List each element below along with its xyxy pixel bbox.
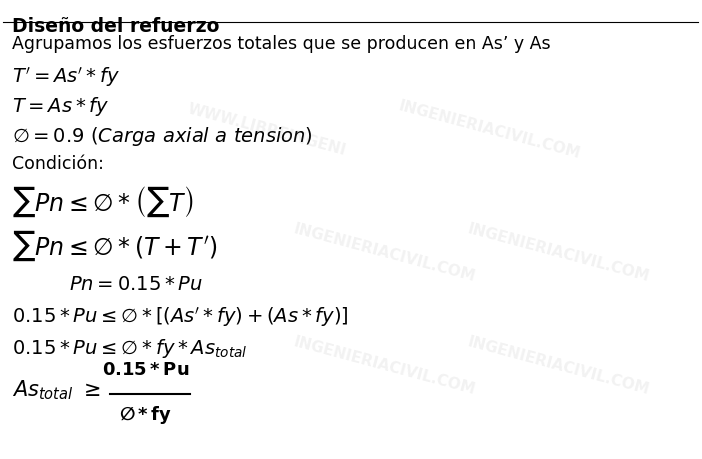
Text: WWW.LIBREINGENI: WWW.LIBREINGENI: [186, 101, 347, 158]
Text: INGENIERIACIVIL.COM: INGENIERIACIVIL.COM: [466, 221, 651, 284]
Text: $T = As * fy$: $T = As * fy$: [12, 95, 109, 118]
Text: $As_{total}\ \geq$: $As_{total}\ \geq$: [12, 377, 100, 401]
Text: INGENIERIACIVIL.COM: INGENIERIACIVIL.COM: [397, 98, 582, 161]
Text: Agrupamos los esfuerzos totales que se producen en As’ y As: Agrupamos los esfuerzos totales que se p…: [12, 35, 550, 53]
Text: INGENIERIACIVIL.COM: INGENIERIACIVIL.COM: [292, 221, 477, 284]
Text: $Pn = 0.15 * Pu$: $Pn = 0.15 * Pu$: [69, 274, 203, 293]
Text: $0.15 * Pu \leq \emptyset * [(As^{\prime} * fy) + (As * fy)]$: $0.15 * Pu \leq \emptyset * [(As^{\prime…: [12, 304, 348, 328]
Text: INGENIERIACIVIL.COM: INGENIERIACIVIL.COM: [466, 334, 651, 397]
Text: Diseño del refuerzo: Diseño del refuerzo: [12, 17, 219, 36]
Text: $\emptyset = 0.9\ (Carga\ axial\ a\ tension)$: $\emptyset = 0.9\ (Carga\ axial\ a\ tens…: [12, 124, 312, 147]
Text: $\mathbf{\emptyset * fy}$: $\mathbf{\emptyset * fy}$: [119, 403, 172, 425]
Text: INGENIERIACIVIL.COM: INGENIERIACIVIL.COM: [292, 334, 477, 397]
Text: $T^{\prime} = As^{\prime} * fy$: $T^{\prime} = As^{\prime} * fy$: [12, 65, 120, 90]
Text: $\sum Pn \leq \emptyset * \left(\sum T\right)$: $\sum Pn \leq \emptyset * \left(\sum T\r…: [12, 184, 193, 218]
Text: $0.15 * Pu \leq \emptyset * fy * As_{total}$: $0.15 * Pu \leq \emptyset * fy * As_{tot…: [12, 336, 247, 359]
Text: Condición:: Condición:: [12, 155, 104, 173]
Text: $\sum Pn \leq \emptyset * (T + T^{\prime})$: $\sum Pn \leq \emptyset * (T + T^{\prime…: [12, 229, 218, 263]
Text: $\mathbf{0.15 * Pu}$: $\mathbf{0.15 * Pu}$: [102, 360, 189, 378]
